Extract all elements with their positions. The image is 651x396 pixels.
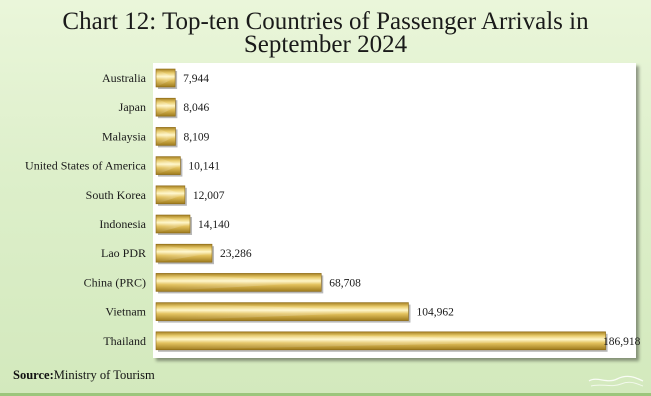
value-label-china-prc: 68,708 (329, 277, 361, 289)
value-label-lao-pdr: 23,286 (220, 248, 252, 260)
source-note: Source:Ministry of Tourism (13, 368, 155, 383)
category-label-thailand: Thailand (103, 334, 146, 348)
value-labels: 7,944 8,046 8,109 10,141 12,007 14,140 23,286 6… (183, 73, 641, 348)
value-label-indonesia: 14,140 (198, 219, 230, 231)
bar-sheen-malaysia (156, 127, 176, 146)
value-label-vietnam: 104,962 (416, 307, 454, 319)
bar-sheen-vietnam (156, 302, 409, 321)
category-label-china-prc: China (PRC) (84, 275, 146, 289)
bar-sheen-south-korea (156, 185, 185, 204)
chart-title-line-1: Chart 12: Top-ten Countries of Passenger… (62, 8, 589, 35)
bar-sheen-united-states-of-america (156, 156, 181, 175)
value-label-united-states-of-america: 10,141 (188, 161, 220, 173)
category-label-indonesia: Indonesia (99, 217, 146, 231)
category-label-vietnam: Vietnam (105, 305, 146, 319)
category-label-malaysia: Malaysia (102, 129, 147, 143)
bar-sheen-australia (156, 69, 176, 87)
value-label-south-korea: 12,007 (193, 190, 225, 202)
bars (155, 68, 608, 352)
category-label-lao-pdr: Lao PDR (101, 246, 146, 260)
value-label-australia: 7,944 (183, 73, 209, 85)
chart-title: Chart 12: Top-ten Countries of Passenger… (0, 8, 651, 58)
value-label-thailand: 186,918 (603, 336, 641, 348)
chart-title-line-2: September 2024 (243, 31, 408, 58)
bar-sheen-indonesia (156, 215, 191, 233)
bar-sheen-china-prc (156, 273, 322, 292)
bar-sheen-thailand (156, 331, 606, 350)
publisher-logo-icon (588, 375, 644, 387)
value-label-japan: 8,046 (183, 102, 209, 114)
bar-sheen-lao-pdr (156, 244, 213, 263)
bar-sheen-japan (156, 98, 176, 117)
source-text: Ministry of Tourism (53, 368, 155, 382)
source-label: Source: (13, 368, 54, 382)
value-label-malaysia: 8,109 (184, 131, 210, 143)
category-label-australia: Australia (102, 71, 147, 85)
category-labels: Australia Japan Malaysia United States of A… (25, 71, 147, 348)
category-label-south-korea: South Korea (86, 188, 147, 202)
category-label-japan: Japan (119, 100, 146, 114)
category-label-united-states-of-america: United States of America (25, 159, 147, 173)
